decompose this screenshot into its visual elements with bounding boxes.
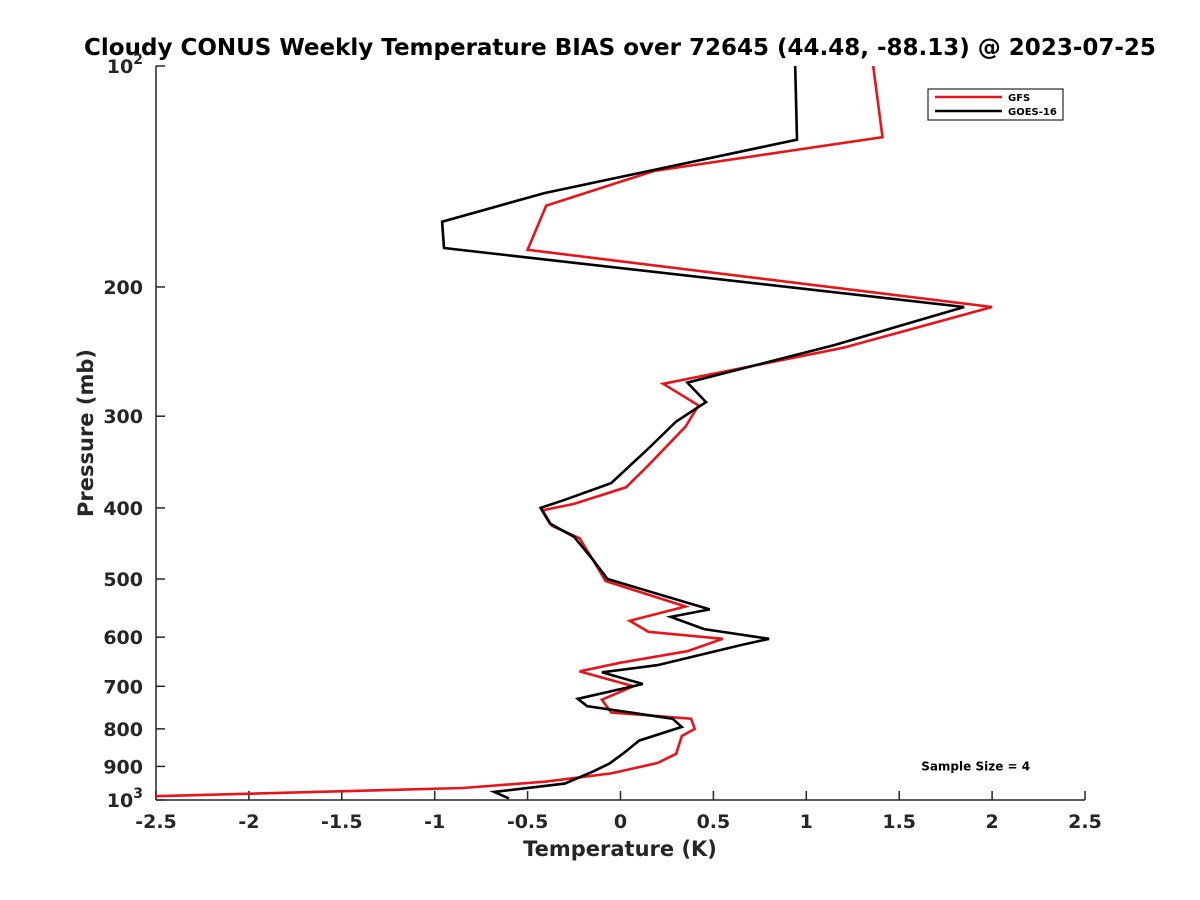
x-axis-label: Temperature (K): [523, 837, 717, 861]
legend-label-goes16: GOES-16: [1008, 107, 1057, 118]
x-tick-label: -0.5: [507, 811, 549, 833]
y-tick-label: 900: [103, 756, 143, 778]
x-tick-label: -1.5: [321, 811, 363, 833]
series-line-goes16: [440, 65, 965, 800]
y-tick-label: 800: [103, 719, 143, 741]
x-tick-label: -2: [238, 811, 259, 833]
series-lines: [155, 65, 993, 800]
y-ticks: 102 200 300 400 500 600 700 800 900 103: [103, 52, 165, 812]
annotations: Sample Size = 4: [921, 759, 1030, 773]
y-tick-label: 400: [103, 498, 143, 520]
series-line-gfs: [155, 65, 993, 798]
x-tick-label: -1: [424, 811, 445, 833]
x-tick-label: 1: [800, 811, 813, 833]
y-tick-label: 300: [103, 406, 143, 428]
chart-title: Cloudy CONUS Weekly Temperature BIAS ove…: [84, 35, 1156, 61]
y-tick-label: 103: [107, 786, 143, 812]
x-tick-label: 0.5: [697, 811, 731, 833]
sample-size-annotation: Sample Size = 4: [921, 759, 1030, 773]
y-tick-label: 500: [103, 569, 143, 591]
x-tick-label: -2.5: [135, 811, 177, 833]
x-tick-label: 1.5: [882, 811, 916, 833]
y-tick-label: 700: [103, 676, 143, 698]
legend-label-gfs: GFS: [1008, 93, 1030, 104]
y-tick-label: 600: [103, 627, 143, 649]
legend-box: [927, 88, 1064, 121]
x-tick-label: 2.5: [1068, 811, 1102, 833]
x-ticks: -2.5 -2 -1.5 -1 -0.5 0 0.5 1 1.5 2 2.5: [135, 791, 1102, 833]
y-tick-label: 200: [103, 277, 143, 299]
y-axis-label: Pressure (mb): [74, 349, 98, 517]
x-tick-label: 0: [614, 811, 627, 833]
legend: GFS GOES-16: [927, 88, 1064, 121]
y-tick-label: 102: [107, 52, 143, 78]
x-tick-label: 2: [985, 811, 998, 833]
